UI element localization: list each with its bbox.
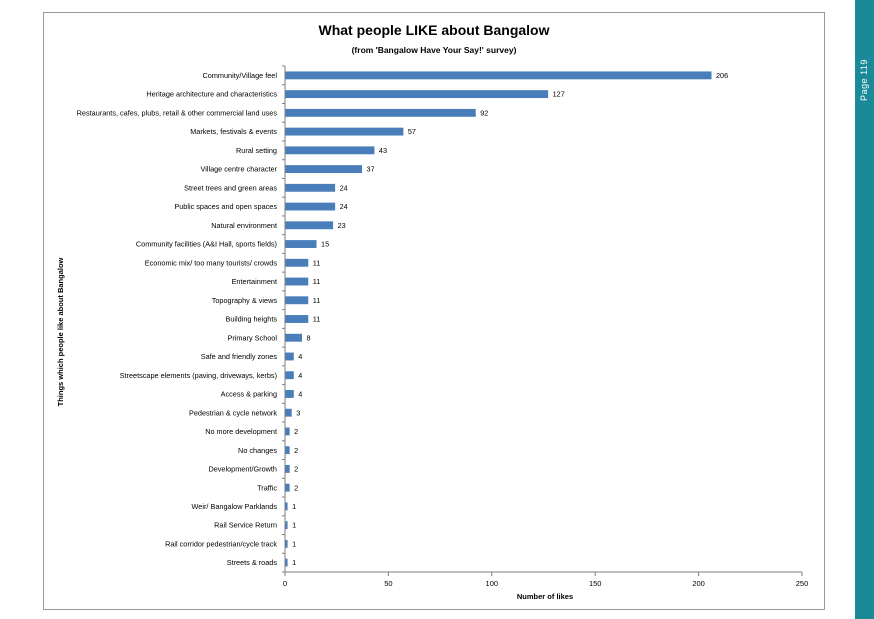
- chart-title: What people LIKE about Bangalow: [319, 22, 550, 38]
- data-label: 3: [296, 408, 300, 417]
- category-label: Primary School: [228, 333, 278, 342]
- category-label: Topography & views: [212, 296, 278, 305]
- x-axis-label: Number of likes: [517, 592, 573, 601]
- data-label: 127: [553, 90, 565, 99]
- y-axis-label: Things which people like about Bangalow: [56, 257, 65, 406]
- data-label: 92: [480, 108, 488, 117]
- data-label: 4: [298, 352, 302, 361]
- data-label: 57: [408, 127, 416, 136]
- bar: [285, 390, 294, 398]
- x-tick-label: 50: [384, 579, 392, 588]
- data-label: 8: [307, 333, 311, 342]
- data-label: 24: [340, 183, 348, 192]
- category-label: Street trees and green areas: [184, 183, 277, 192]
- data-label: 24: [340, 202, 348, 211]
- data-label: 11: [313, 315, 321, 324]
- category-label: Streets & roads: [227, 558, 278, 567]
- bar: [285, 183, 336, 192]
- category-label: Community facilities (A&I Hall, sports f…: [136, 240, 277, 249]
- bar: [285, 371, 294, 380]
- data-label: 206: [716, 71, 728, 80]
- category-label: Safe and friendly zones: [201, 352, 278, 361]
- data-label: 1: [292, 558, 296, 567]
- data-label: 11: [313, 277, 321, 286]
- category-label: No more development: [205, 427, 277, 436]
- bar: [285, 202, 336, 211]
- x-tick-label: 250: [796, 579, 809, 588]
- category-label: Rural setting: [236, 146, 277, 155]
- data-label: 2: [294, 465, 298, 474]
- category-label: Building heights: [225, 315, 277, 324]
- bar: [285, 521, 288, 530]
- category-label: Weir/ Bangalow Parklands: [192, 502, 278, 511]
- data-label: 2: [294, 427, 298, 436]
- category-label: Rail Service Return: [214, 521, 277, 530]
- plot-area: 0 50 100 150 200 250 Community/Village feel 206…: [77, 65, 809, 588]
- data-label: 2: [294, 483, 298, 492]
- category-label: Development/Growth: [208, 465, 277, 474]
- bar-chart: What people LIKE about Bangalow (from 'B…: [56, 22, 809, 601]
- bar: [285, 240, 317, 248]
- bar: [285, 296, 309, 305]
- bar: [285, 464, 290, 473]
- x-tick-label: 100: [486, 579, 499, 588]
- bar: [285, 333, 303, 342]
- category-label: Natural environment: [211, 221, 277, 230]
- data-label: 43: [379, 146, 387, 155]
- bar: [285, 539, 288, 548]
- x-tick-label: 0: [283, 579, 287, 588]
- category-label: Streetscape elements (paving, driveways,…: [120, 371, 277, 380]
- chart-frame: What people LIKE about Bangalow (from 'B…: [43, 12, 825, 610]
- data-label: 37: [367, 165, 375, 174]
- bar: [285, 90, 549, 99]
- x-tick-label: 200: [692, 579, 705, 588]
- bar: [285, 108, 476, 117]
- category-label: Village centre character: [200, 165, 277, 174]
- category-label: Traffic: [257, 483, 277, 492]
- data-label: 11: [313, 296, 321, 305]
- data-label: 4: [298, 390, 302, 399]
- bar: [285, 71, 712, 80]
- bar: [285, 165, 363, 174]
- data-label: 1: [292, 521, 296, 530]
- x-tick-label: 150: [589, 579, 602, 588]
- bar: [285, 277, 309, 286]
- category-label: Pedestrian & cycle network: [189, 408, 277, 417]
- category-label: Rail corridor pedestrian/cycle track: [165, 539, 277, 548]
- category-label: Community/Village feel: [203, 71, 278, 80]
- data-label: 4: [298, 371, 302, 380]
- category-label: No changes: [238, 446, 277, 455]
- page-number-label: Page 119: [859, 59, 869, 101]
- category-label: Heritage architecture and characteristic…: [146, 90, 277, 99]
- bar: [285, 427, 290, 436]
- category-label: Entertainment: [232, 277, 277, 286]
- category-label: Economic mix/ too many tourists/ crowds: [145, 258, 278, 267]
- bar: [285, 558, 288, 567]
- data-label: 15: [321, 240, 329, 249]
- data-label: 1: [292, 502, 296, 511]
- data-label: 11: [313, 258, 321, 267]
- page-side-tab: [855, 0, 874, 619]
- category-label: Public spaces and open spaces: [174, 202, 277, 211]
- category-label: Access & parking: [221, 390, 277, 399]
- data-label: 23: [338, 221, 346, 230]
- data-label: 1: [292, 539, 296, 548]
- bar: [285, 352, 294, 361]
- bar: [285, 258, 309, 267]
- bar: [285, 146, 375, 155]
- bar: [285, 502, 288, 511]
- bar: [285, 408, 292, 417]
- bar: [285, 315, 309, 323]
- chart-subtitle: (from 'Bangalow Have Your Say!' survey): [352, 45, 517, 55]
- bar: [285, 446, 290, 455]
- category-label: Restaurants, cafes, plubs, retail & othe…: [77, 108, 278, 117]
- category-label: Markets, festivals & events: [190, 127, 277, 136]
- bar: [285, 221, 334, 230]
- bar: [285, 483, 290, 492]
- bar: [285, 127, 404, 136]
- data-label: 2: [294, 446, 298, 455]
